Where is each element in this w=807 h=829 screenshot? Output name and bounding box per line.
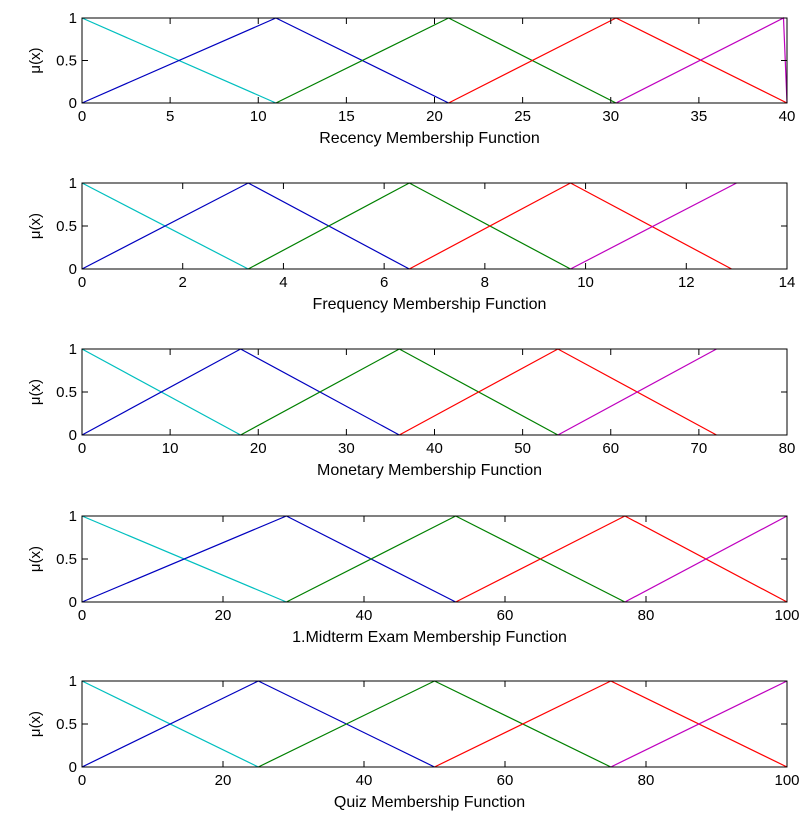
panel-1: 0 5 10 15 20 25 30 35 40 0 0.5 1 Recency Membership … bbox=[27, 10, 795, 147]
x-tick-label: 50 bbox=[514, 440, 531, 457]
series-line-2 bbox=[81, 680, 435, 768]
x-axis-label: Monetary Membership Function bbox=[317, 462, 542, 479]
x-tick-label: 4 bbox=[279, 274, 287, 291]
series-line-5 bbox=[557, 348, 717, 436]
series-line-5 bbox=[570, 182, 737, 270]
y-tick-label: 0.5 bbox=[56, 384, 77, 401]
x-tick-label: 20 bbox=[426, 108, 443, 125]
y-tick-label: 0.5 bbox=[56, 716, 77, 733]
x-tick-label: 20 bbox=[215, 772, 232, 789]
y-tick-label: 0 bbox=[69, 95, 77, 112]
series-line-2 bbox=[81, 515, 456, 603]
y-tick-label: 1 bbox=[69, 10, 77, 27]
y-tick-label: 0 bbox=[69, 759, 77, 776]
x-tick-label: 10 bbox=[162, 440, 179, 457]
series-line-4 bbox=[399, 348, 717, 436]
series-line-2 bbox=[81, 348, 400, 436]
x-tick-label: 6 bbox=[380, 274, 388, 291]
x-tick-label: 40 bbox=[356, 607, 373, 624]
y-axis-label: μ(x) bbox=[27, 47, 44, 73]
x-tick-label: 35 bbox=[691, 108, 708, 125]
y-tick-label: 1 bbox=[69, 508, 77, 525]
x-tick-label: 15 bbox=[338, 108, 355, 125]
series-line-4 bbox=[448, 17, 788, 104]
y-tick-label: 0 bbox=[69, 427, 77, 444]
x-tick-label: 30 bbox=[338, 440, 355, 457]
series-line-4 bbox=[434, 680, 788, 768]
x-tick-label: 0 bbox=[78, 607, 86, 624]
x-tick-label: 25 bbox=[514, 108, 531, 125]
series-line-2 bbox=[81, 17, 449, 104]
x-tick-label: 80 bbox=[779, 440, 796, 457]
x-tick-label: 5 bbox=[166, 108, 174, 125]
panel-3: 0 10 20 30 40 50 60 70 80 0 0.5 1 Monetary Membershi… bbox=[27, 341, 795, 479]
x-tick-label: 2 bbox=[179, 274, 187, 291]
series-line-4 bbox=[409, 182, 732, 270]
x-tick-label: 100 bbox=[774, 607, 799, 624]
panel-2: 0 2 4 6 8 10 12 14 0 0.5 1 Frequency Membership Fun… bbox=[27, 175, 795, 313]
x-axis-label: Recency Membership Function bbox=[319, 130, 540, 147]
series-line-3 bbox=[247, 182, 571, 270]
x-tick-label: 70 bbox=[691, 440, 708, 457]
x-tick-label: 40 bbox=[356, 772, 373, 789]
y-tick-label: 1 bbox=[69, 341, 77, 358]
x-tick-label: 60 bbox=[497, 607, 514, 624]
y-tick-label: 1 bbox=[69, 673, 77, 690]
x-tick-label: 10 bbox=[577, 274, 594, 291]
x-axis-label: Frequency Membership Function bbox=[313, 296, 547, 313]
series-line-5 bbox=[624, 515, 788, 603]
y-tick-label: 0.5 bbox=[56, 218, 77, 235]
panel-5: 0 20 40 60 80 100 0 0.5 1 Quiz Membership Functio… bbox=[27, 673, 800, 811]
x-tick-label: 20 bbox=[215, 607, 232, 624]
x-tick-label: 10 bbox=[250, 108, 267, 125]
axes-box bbox=[81, 348, 788, 436]
x-tick-label: 8 bbox=[481, 274, 489, 291]
x-tick-label: 80 bbox=[638, 772, 655, 789]
series-line-4 bbox=[455, 515, 788, 603]
x-tick-label: 14 bbox=[779, 274, 796, 291]
axes-box bbox=[81, 17, 788, 104]
x-tick-label: 0 bbox=[78, 274, 86, 291]
x-tick-label: 60 bbox=[602, 440, 619, 457]
y-tick-label: 0.5 bbox=[56, 53, 77, 70]
y-tick-label: 1 bbox=[69, 175, 77, 192]
x-tick-label: 0 bbox=[78, 108, 86, 125]
axes-box bbox=[81, 515, 788, 603]
panel-4: 0 20 40 60 80 100 0 0.5 1 1.Midterm Exam Membersh… bbox=[27, 508, 800, 646]
y-axis-label: μ(x) bbox=[27, 546, 44, 572]
y-tick-label: 0.5 bbox=[56, 551, 77, 568]
x-tick-label: 100 bbox=[774, 772, 799, 789]
y-axis-label: μ(x) bbox=[27, 379, 44, 405]
x-axis-label: Quiz Membership Function bbox=[334, 794, 525, 811]
series-line-3 bbox=[258, 680, 612, 768]
series-line-5 bbox=[610, 680, 788, 768]
x-axis-label: 1.Midterm Exam Membership Function bbox=[292, 629, 567, 646]
y-tick-label: 0 bbox=[69, 594, 77, 611]
series-line-3 bbox=[286, 515, 626, 603]
axes-box bbox=[81, 680, 788, 768]
x-tick-label: 20 bbox=[250, 440, 267, 457]
y-axis-label: μ(x) bbox=[27, 711, 44, 737]
y-axis-label: μ(x) bbox=[27, 213, 44, 239]
x-tick-label: 80 bbox=[638, 607, 655, 624]
series-line-3 bbox=[275, 17, 617, 104]
x-tick-label: 40 bbox=[779, 108, 796, 125]
x-tick-label: 40 bbox=[426, 440, 443, 457]
x-tick-label: 30 bbox=[602, 108, 619, 125]
x-tick-label: 0 bbox=[78, 440, 86, 457]
y-tick-label: 0 bbox=[69, 261, 77, 278]
x-tick-label: 60 bbox=[497, 772, 514, 789]
series-line-2 bbox=[81, 182, 410, 270]
x-tick-label: 12 bbox=[678, 274, 695, 291]
x-tick-label: 0 bbox=[78, 772, 86, 789]
series-line-3 bbox=[240, 348, 559, 436]
